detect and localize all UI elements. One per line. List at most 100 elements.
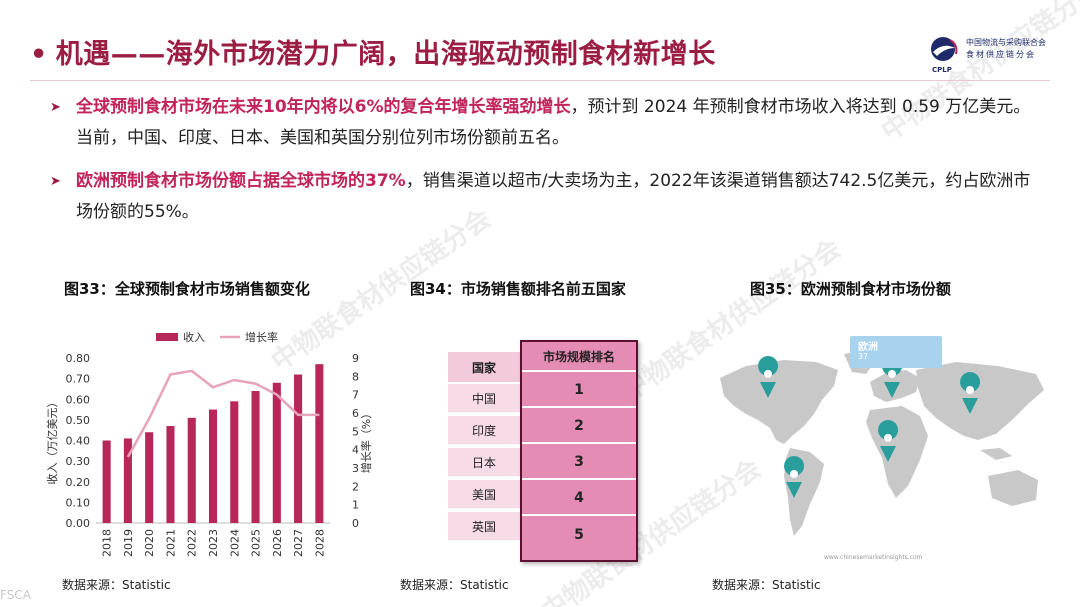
- x-tick-label: 2024: [228, 529, 241, 557]
- slide-title: • 机遇——海外市场潜力广阔，出海驱动预制食材新增长: [30, 39, 716, 70]
- x-tick-label: 2028: [313, 529, 326, 557]
- y-axis-title: 收入（万亿美元）: [45, 397, 59, 485]
- table-cell-country: 日本: [448, 446, 520, 476]
- line-growth-rate: [126, 369, 320, 458]
- bar-revenue: [166, 426, 175, 523]
- table-cell-country: 中国: [448, 382, 520, 412]
- bar-revenue: [251, 391, 260, 523]
- continent-north-america: [720, 360, 838, 444]
- paragraph-text: ，销售渠道以超市/大卖场为主，2022年该渠道销售额达742.5亿美元，约占欧洲…: [76, 171, 1031, 222]
- paragraph-1: ➤ 全球预制食材市场在未来10年内将以6%的复合年增长率强劲增长，预计到 202…: [50, 92, 1040, 154]
- rank-column: 市场规模排名 1 2 3 4 5: [520, 340, 638, 562]
- tooltip-value: 37: [858, 352, 869, 361]
- logo-text: 中国物流与采购联合会: [966, 38, 1046, 47]
- logo: 中国物流与采购联合会 食材供应链分会 CPLP: [928, 34, 1058, 74]
- x-tick-label: 2027: [292, 529, 305, 557]
- y2-tick-label: 1: [352, 499, 359, 512]
- tooltip-label: 欧洲: [858, 342, 878, 353]
- legend-label-growth: 增长率: [245, 330, 278, 344]
- y2-axis-title: 增长率（%）: [359, 408, 373, 473]
- bar-revenue: [230, 401, 239, 523]
- paragraph-text: ，预计到 2024 年预制食材市场收入将达到 0.59 万亿美元。当前，中国、印…: [76, 97, 1031, 148]
- bar-revenue: [123, 438, 132, 523]
- y2-tick-label: 8: [352, 370, 359, 383]
- map-credit: www.chinesemarketinsights.com: [824, 554, 923, 561]
- map-pin-dot: [966, 386, 974, 394]
- source-note: 数据来源：Statistic: [400, 578, 509, 592]
- logo-subtext: 食材供应链分会: [966, 50, 1036, 59]
- figure-34-title: 图34：市场销售额排名前五国家: [410, 280, 626, 298]
- y2-tick-label: 0: [352, 517, 359, 530]
- continent-indonesia: [980, 448, 1012, 460]
- y2-tick-label: 9: [352, 352, 359, 365]
- world-map: 欧洲 37 www.chinesemarketinsights.com: [706, 336, 1056, 568]
- y-tick-label: 0.60: [66, 393, 91, 406]
- table-cell-country: 美国: [448, 478, 520, 508]
- y-tick-label: 0.00: [66, 517, 91, 530]
- source-note: 数据来源：Statistic: [62, 578, 171, 592]
- table-cell-rank: 3: [522, 446, 636, 480]
- logo-abbr: CPLP: [932, 66, 952, 74]
- table-cell-country: 英国: [448, 510, 520, 540]
- figure-33-title: 图33：全球预制食材市场销售额变化: [64, 280, 310, 298]
- table-cell-country: 印度: [448, 414, 520, 444]
- paragraph-2: ➤ 欧洲预制食材市场份额占据全球市场的37%，销售渠道以超市/大卖场为主，202…: [50, 166, 1040, 228]
- x-tick-label: 2018: [101, 529, 114, 557]
- x-tick-label: 2020: [143, 529, 156, 557]
- table-header-rank: 市场规模排名: [522, 342, 636, 372]
- table-cell-rank: 1: [522, 374, 636, 408]
- y2-tick-label: 4: [352, 444, 359, 457]
- map-pin-icon: [784, 456, 805, 498]
- y2-tick-label: 7: [352, 389, 359, 402]
- map-pin-icon: [758, 356, 779, 398]
- continent-australia: [988, 470, 1038, 506]
- legend-swatch-revenue: [156, 333, 178, 341]
- x-tick-label: 2026: [271, 529, 284, 557]
- paragraph-highlight: 欧洲预制食材市场份额占据全球市场的37%: [76, 171, 406, 191]
- map-pin-dot: [764, 370, 772, 378]
- bar-revenue: [145, 432, 154, 523]
- y-tick-label: 0.10: [66, 496, 91, 509]
- source-note: 数据来源：Statistic: [712, 578, 821, 592]
- table-cell-rank: 2: [522, 410, 636, 444]
- y-tick-label: 0.20: [66, 476, 91, 489]
- y-tick-label: 0.40: [66, 435, 91, 448]
- y2-tick-label: 3: [352, 462, 359, 475]
- x-tick-label: 2021: [164, 529, 177, 557]
- logo-icon: [931, 37, 958, 61]
- bar-revenue: [272, 382, 281, 523]
- table-header-country: 国家: [448, 352, 520, 382]
- y-tick-label: 0.80: [66, 352, 91, 365]
- revenue-chart: 0.00 0.10 0.20 0.30 0.40 0.50 0.60 0.70 0.80 0 1 2 3…: [45, 330, 373, 557]
- title-divider: [30, 80, 1050, 81]
- map-pin-icon: [960, 372, 981, 414]
- y2-tick-label: 2: [352, 480, 359, 493]
- legend-label-revenue: 收入: [183, 330, 205, 344]
- y2-tick-label: 6: [352, 407, 359, 420]
- continent-asia: [916, 362, 1044, 440]
- y-tick-label: 0.50: [66, 414, 91, 427]
- y-tick-label: 0.70: [66, 373, 91, 386]
- map-pin-dot: [884, 434, 892, 442]
- figure-35-title: 图35：欧洲预制食材市场份额: [750, 280, 951, 298]
- continent-africa: [866, 406, 928, 498]
- bar-revenue: [208, 409, 218, 523]
- bar-revenue: [187, 417, 196, 523]
- bar-revenue: [102, 440, 111, 523]
- world-map-graphic: [720, 350, 1044, 536]
- table-cell-rank: 5: [574, 527, 584, 543]
- y-tick-label: 0.30: [66, 455, 91, 468]
- arrow-bullet-icon: ➤: [50, 174, 61, 189]
- corner-watermark: FSCA: [0, 588, 31, 602]
- map-pin-icon: [878, 420, 899, 462]
- y2-tick-label: 5: [352, 425, 359, 438]
- x-tick-label: 2022: [186, 529, 199, 557]
- map-tooltip: 欧洲 37: [850, 336, 942, 368]
- arrow-bullet-icon: ➤: [50, 100, 61, 115]
- bar-revenue: [294, 374, 303, 523]
- x-tick-label: 2019: [122, 529, 135, 557]
- paragraph-highlight: 全球预制食材市场在未来10年内将以6%的复合年增长率强劲增长: [76, 97, 571, 117]
- table-cell-rank: 4: [522, 482, 636, 516]
- map-pin-dot: [790, 470, 798, 478]
- x-tick-label: 2023: [207, 529, 220, 557]
